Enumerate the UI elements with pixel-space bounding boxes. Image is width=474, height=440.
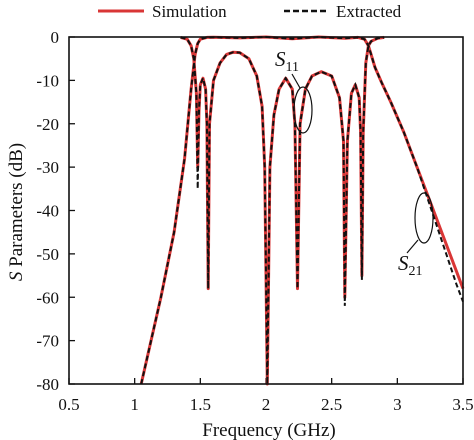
x-tick-label: 1.5 bbox=[190, 395, 211, 414]
legend-simulation-label: Simulation bbox=[152, 2, 227, 21]
y-tick-label: -70 bbox=[36, 332, 59, 351]
s21-annotation: S21 bbox=[398, 192, 434, 279]
legend-extracted-label: Extracted bbox=[336, 2, 402, 21]
y-tick-label: -50 bbox=[36, 245, 59, 264]
x-tick-label: 2 bbox=[262, 395, 271, 414]
s21-label-symbol: S bbox=[398, 251, 409, 275]
s11-callout-ellipse bbox=[293, 86, 313, 134]
y-axis-title-text: Parameters (dB) bbox=[6, 143, 27, 272]
y-tick-label: -10 bbox=[36, 71, 59, 90]
y-tick-label: -40 bbox=[36, 202, 59, 221]
x-tick-label: 3.5 bbox=[452, 395, 473, 414]
s21-callout-ellipse bbox=[414, 192, 434, 244]
s11-label-subscript: 11 bbox=[286, 60, 299, 75]
legend: Simulation Extracted bbox=[98, 2, 402, 21]
y-axis-title-symbol: S bbox=[6, 271, 27, 281]
s11-label: S11 bbox=[275, 47, 299, 75]
y-tick-label: -60 bbox=[36, 288, 59, 307]
x-tick-label: 2.5 bbox=[321, 395, 342, 414]
x-axis-title: Frequency (GHz) bbox=[202, 420, 335, 440]
x-tick-label: 0.5 bbox=[58, 395, 79, 414]
plot-frame bbox=[68, 36, 464, 385]
s11-annotation: S11 bbox=[275, 47, 313, 134]
s11-extracted-line bbox=[180, 36, 385, 385]
s11-leader-line bbox=[291, 73, 301, 89]
s21-leader-line bbox=[406, 239, 419, 254]
s21-label: S21 bbox=[398, 251, 423, 279]
y-tick-label: 0 bbox=[51, 28, 60, 47]
s11-label-symbol: S bbox=[275, 47, 286, 71]
y-tick-label: -80 bbox=[36, 375, 59, 394]
x-tick-label: 1 bbox=[130, 395, 139, 414]
s21-simulation-line bbox=[139, 35, 465, 385]
x-tick-label: 3 bbox=[393, 395, 402, 414]
y-tick-label: -20 bbox=[36, 115, 59, 134]
y-tick-label: -30 bbox=[36, 158, 59, 177]
y-axis-title: S Parameters (dB) bbox=[6, 143, 27, 281]
s21-extracted-line bbox=[140, 35, 464, 385]
s21-label-subscript: 21 bbox=[409, 264, 423, 279]
